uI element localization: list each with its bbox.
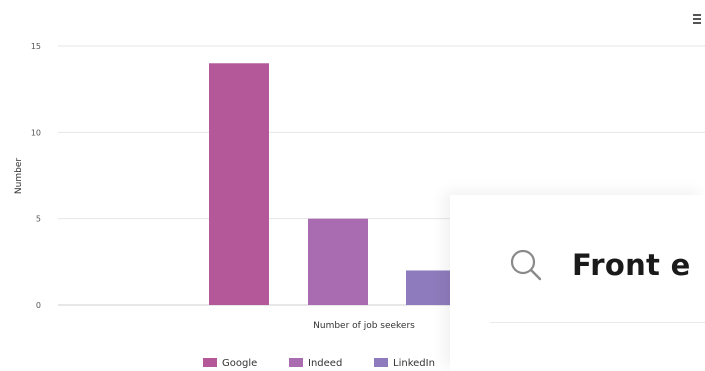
legend-swatch-google[interactable] xyxy=(203,358,217,367)
legend-label-indeed[interactable]: Indeed xyxy=(308,358,342,369)
y-axis-title: Number xyxy=(14,158,24,194)
legend-label-linkedin[interactable]: LinkedIn xyxy=(393,358,435,369)
search-bar[interactable]: Front e xyxy=(508,247,691,283)
search-icon[interactable] xyxy=(508,247,544,283)
y-tick-label: 15 xyxy=(31,42,41,51)
chart-menu-button[interactable] xyxy=(693,14,703,26)
menu-icon xyxy=(693,14,701,16)
search-panel: Front e xyxy=(450,195,705,371)
divider xyxy=(490,322,705,323)
search-query-text[interactable]: Front e xyxy=(572,248,691,282)
y-tick-label: 10 xyxy=(31,128,41,137)
y-tick-label: 5 xyxy=(36,215,41,224)
bar-google[interactable] xyxy=(209,63,269,306)
legend-swatch-indeed[interactable] xyxy=(289,358,303,367)
legend-swatch-linkedin[interactable] xyxy=(374,358,388,367)
legend-label-google[interactable]: Google xyxy=(222,358,257,369)
bar-indeed[interactable] xyxy=(308,218,368,305)
y-tick-label: 0 xyxy=(36,301,41,310)
x-axis-title: Number of job seekers xyxy=(313,321,415,331)
